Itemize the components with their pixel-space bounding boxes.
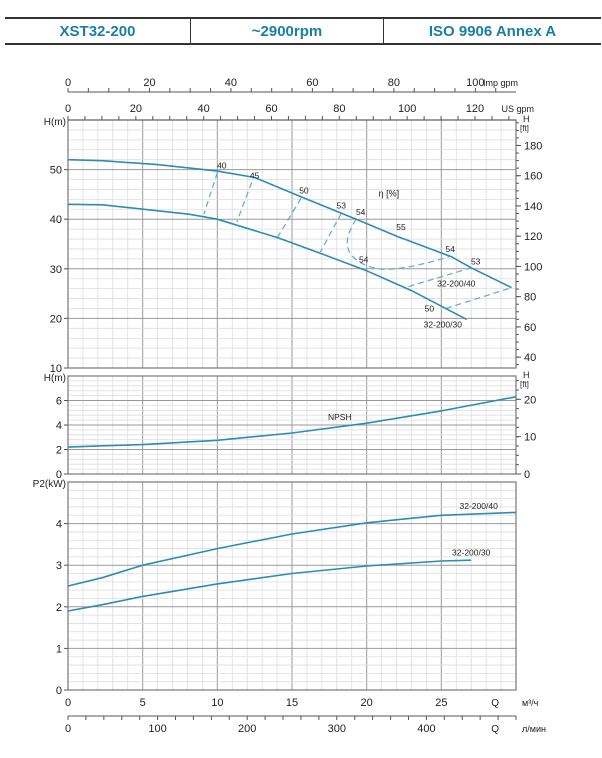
x-tick-label: 20: [361, 697, 373, 709]
model-name: XST32-200: [5, 19, 191, 43]
curve-label: NPSH: [328, 412, 352, 422]
x-tick-label: 15: [286, 697, 298, 709]
speed: ~2900rpm: [191, 19, 384, 43]
x-tick-label: 5: [140, 697, 146, 709]
efficiency-curve-45: [236, 182, 253, 223]
x-tick-label: 0: [65, 697, 71, 709]
curve-label: 54: [359, 254, 369, 264]
us-gpm-tick-label: 100: [398, 103, 416, 115]
us-gpm-tick-label: 40: [198, 103, 210, 115]
series-line-32-200/30: [67, 559, 472, 612]
y-tick-label: 4: [56, 519, 62, 531]
y-tick-label: 6: [56, 396, 62, 408]
y-tick-label: 0: [56, 685, 62, 697]
imp-gpm-tick-label: 0: [65, 77, 71, 89]
y-tick-label: 2: [56, 445, 62, 457]
y-right-tick-label: 20: [524, 394, 536, 406]
y-right-tick-label: 140: [524, 201, 542, 213]
imp-gpm-tick-label: 100: [466, 77, 484, 89]
curve-label: 40: [217, 161, 227, 171]
us-gpm-tick-label: 120: [466, 103, 484, 115]
efficiency-curve-50: [276, 198, 302, 239]
efficiency-curve-53: [319, 212, 342, 253]
standard: ISO 9906 Annex A: [428, 22, 557, 40]
efficiency-curve-54: [346, 218, 449, 270]
curve-label: 32-200/40: [460, 501, 499, 511]
y-tick-label: 2: [56, 602, 62, 614]
series-line-NPSH: [67, 396, 517, 448]
y-tick-label: 4: [56, 420, 62, 432]
efficiency-curve-50: [445, 287, 512, 310]
y-right-tick-label: 120: [524, 231, 542, 243]
series-line-32-200/40: [67, 158, 512, 289]
series-line-32-200/40: [67, 511, 517, 587]
y-right-axis-unit: [ft]: [520, 124, 529, 133]
x2-axis-label: Q: [491, 724, 499, 735]
us-gpm-tick-label: 80: [333, 103, 345, 115]
efficiency-curve-40: [203, 172, 218, 215]
imp-gpm-unit: Imp gpm: [483, 78, 518, 88]
x-axis-label: Q: [491, 698, 499, 709]
us-gpm-unit: US gpm: [501, 104, 534, 114]
x2-axis-unit: л/мин: [522, 724, 546, 734]
y-tick-label: 3: [56, 560, 62, 572]
imp-gpm-tick-label: 80: [388, 77, 400, 89]
efficiency-curve-53: [408, 267, 472, 288]
curve-label: 32-200/30: [424, 319, 463, 329]
y-tick-label: 50: [50, 165, 62, 177]
y-tick-label: 0: [56, 469, 62, 481]
y-tick-label: 20: [50, 313, 62, 325]
x-axis-unit: м³/ч: [522, 698, 539, 708]
y-right-tick-label: 60: [524, 322, 536, 334]
curve-label: 50: [299, 185, 309, 195]
lpm-tick-label: 300: [328, 723, 346, 735]
y-right-tick-label: 180: [524, 140, 542, 152]
curve-label: 53: [471, 256, 481, 266]
imp-gpm-tick-label: 40: [225, 77, 237, 89]
y-right-axis-unit: [ft]: [520, 380, 529, 389]
y-right-tick-label: 100: [524, 261, 542, 273]
y-right-tick-label: 80: [524, 292, 536, 304]
y-tick-label: 10: [50, 363, 62, 375]
lpm-tick-label: 0: [65, 723, 71, 735]
y-axis-label: P2(kW): [33, 479, 66, 490]
y-right-axis-label: H: [523, 370, 530, 380]
y-axis-label: H(m): [44, 373, 66, 384]
curve-label: 54: [446, 244, 456, 254]
curve-label: 55: [396, 222, 406, 232]
y-right-tick-label: 10: [524, 432, 536, 444]
lpm-tick-label: 200: [238, 723, 256, 735]
x-tick-label: 10: [211, 697, 223, 709]
curve-label: 45: [250, 171, 260, 181]
curve-label: 53: [337, 200, 347, 210]
curve-label: 32-200/30: [452, 548, 491, 558]
y-right-tick-label: 160: [524, 171, 542, 183]
y-axis-label: H(m): [44, 117, 66, 128]
us-gpm-tick-label: 20: [130, 103, 142, 115]
us-gpm-tick-label: 0: [65, 103, 71, 115]
curve-label: 50: [425, 303, 435, 313]
curve-label: 32-200/40: [437, 279, 476, 289]
imp-gpm-tick-label: 20: [143, 77, 155, 89]
header-table: XST32-200 ~2900rpm ISO 9906 Annex A: [5, 17, 601, 45]
lpm-tick-label: 400: [417, 723, 435, 735]
y-tick-label: 30: [50, 264, 62, 276]
efficiency-axis-label: η [%]: [379, 188, 400, 198]
imp-gpm-tick-label: 60: [306, 77, 318, 89]
y-right-tick-label: 40: [524, 352, 536, 364]
y-right-tick-label: 0: [524, 469, 530, 481]
y-right-axis-label: H: [523, 114, 530, 124]
x-tick-label: 25: [435, 697, 447, 709]
curve-label: 54: [356, 207, 366, 217]
y-tick-label: 40: [50, 214, 62, 226]
y-tick-label: 1: [56, 643, 62, 655]
us-gpm-tick-label: 60: [265, 103, 277, 115]
lpm-tick-label: 100: [148, 723, 166, 735]
series-line-32-200/30: [67, 203, 468, 321]
